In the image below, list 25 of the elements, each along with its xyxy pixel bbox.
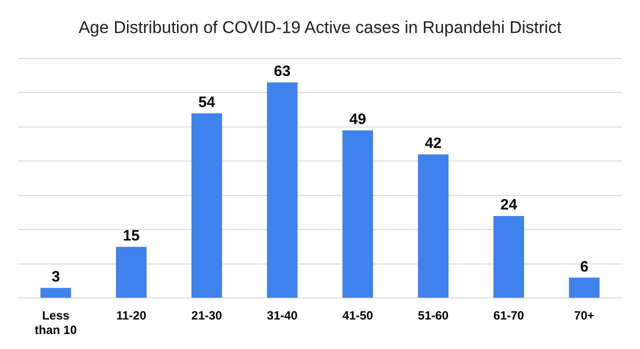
- x-tick-label: 11-20: [116, 308, 147, 323]
- bar: [418, 154, 449, 298]
- data-label: 54: [198, 94, 216, 111]
- x-tick-label: 31-40: [266, 308, 298, 323]
- data-label: 24: [500, 196, 518, 214]
- bar: [266, 82, 298, 298]
- bar: [191, 113, 222, 298]
- data-label: 3: [52, 268, 60, 286]
- data-label: 6: [580, 258, 588, 276]
- bar: [40, 288, 72, 298]
- x-tick-label: 70+: [574, 308, 594, 323]
- bar: [342, 130, 374, 298]
- x-tick-label: 21-30: [191, 308, 222, 323]
- bar: [116, 246, 147, 298]
- bar: [493, 216, 524, 298]
- x-tick-label: 41-50: [342, 308, 374, 323]
- x-tick-label: Less than 10: [34, 308, 78, 338]
- x-tick-label: 61-70: [493, 308, 524, 323]
- data-label: 63: [274, 63, 291, 80]
- data-label: 42: [424, 134, 442, 152]
- data-label: 15: [122, 227, 140, 244]
- chart-title: Age Distribution of COVID-19 Active cases in Rupandehi District: [78, 18, 562, 37]
- bar: [568, 278, 600, 298]
- x-tick-label: 51-60: [418, 308, 449, 323]
- data-label: 49: [349, 110, 366, 128]
